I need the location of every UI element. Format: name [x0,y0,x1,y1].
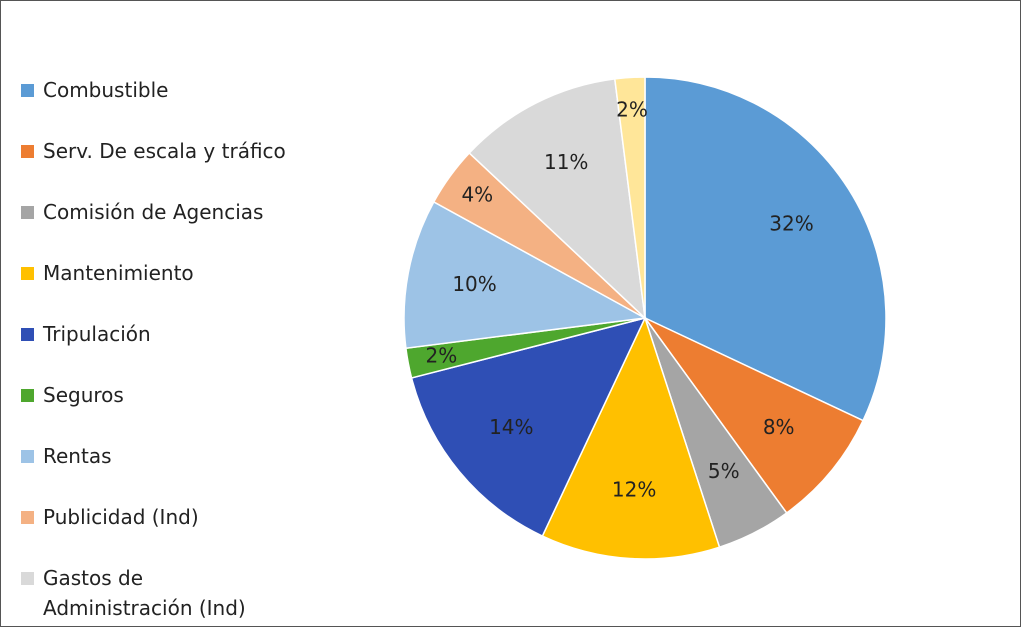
legend-label: Comisión de Agencias [43,200,264,224]
legend-label: Combustible [43,78,169,102]
pie-slice [410,316,647,538]
legend-item: Comisión de Agencias [21,197,321,258]
legend-item: Publicidad (Ind) [21,502,321,563]
legend-swatch [21,267,34,280]
pie-slice [644,76,887,422]
legend-swatch [21,389,34,402]
legend-swatch [21,328,34,341]
legend-swatch [21,206,34,219]
legend-label: Gastos de Administración (Ind) [43,566,246,620]
data-label: 14% [489,415,533,439]
data-label: 2% [616,98,648,122]
legend-swatch [21,572,34,585]
legend-swatch [21,145,34,158]
legend-swatch [21,84,34,97]
data-label: 4% [461,183,493,207]
pie-slice [613,76,646,319]
data-label: 2% [426,343,458,367]
legend: Combustible Serv. De escala y tráfico Comi… [21,75,321,624]
legend-label: Serv. De escala y tráfico [43,139,286,163]
pie-slice [403,200,648,350]
legend-item: Mantenimiento [21,258,321,319]
legend-swatch [21,511,34,524]
data-label: 11% [544,150,588,174]
data-label: 10% [452,272,496,296]
legend-swatch [21,450,34,463]
legend-label: Seguros [43,383,124,407]
legend-item: Gastos de Administración (Ind) [21,563,321,624]
legend-label: Rentas [43,444,112,468]
legend-item: Seguros [21,380,321,441]
legend-label: Publicidad (Ind) [43,505,199,529]
data-label: 12% [612,478,656,502]
legend-label: Tripulación [43,322,151,346]
legend-item: Rentas [21,441,321,502]
data-label: 32% [769,212,813,236]
data-label: 8% [763,415,795,439]
legend-item: Combustible [21,75,321,136]
pie-slice [468,78,647,320]
legend-item: Serv. De escala y tráfico [21,136,321,197]
legend-item: Tripulación [21,319,321,380]
pie-slice [644,317,865,515]
legend-label: Mantenimiento [43,261,194,285]
pie-slice [541,315,721,560]
data-label: 5% [708,459,740,483]
